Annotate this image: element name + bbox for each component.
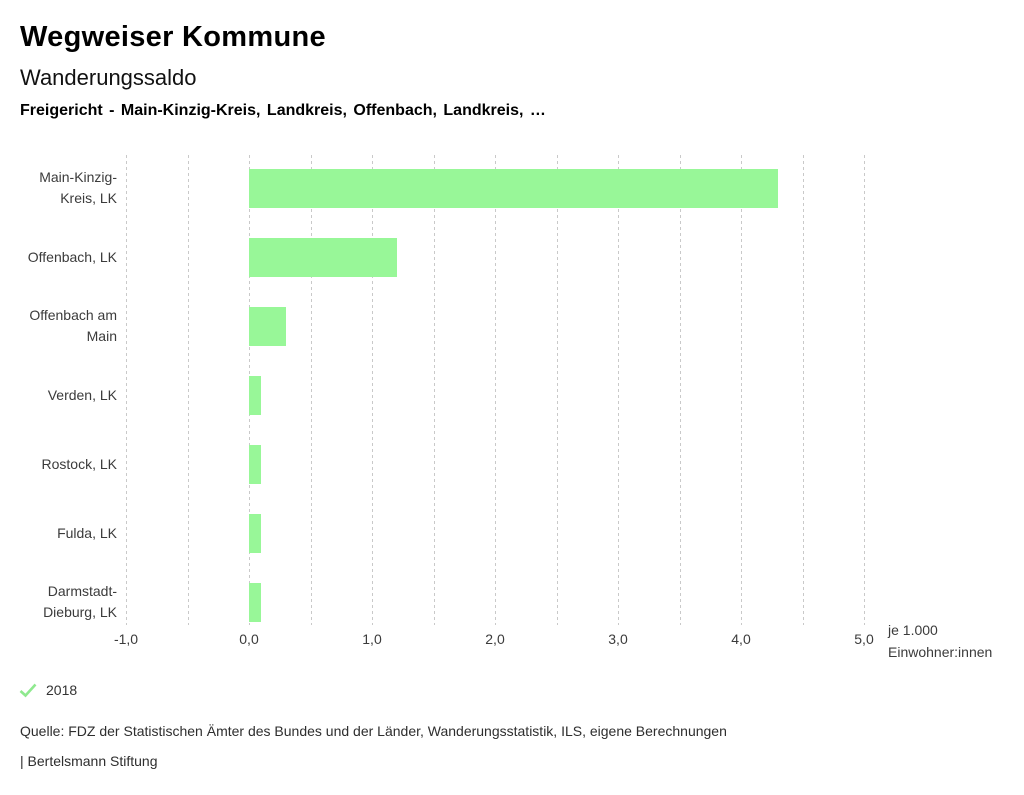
category-label-offenbach-am-main: Offenbach am Main xyxy=(29,305,117,347)
category-label-line: Dieburg, LK xyxy=(43,604,117,620)
legend-year-label: 2018 xyxy=(46,682,78,698)
gridline xyxy=(372,155,373,625)
legend-item-2018[interactable]: 2018 xyxy=(19,682,77,698)
gridline xyxy=(556,155,558,625)
x-tick-label-1: 1,0 xyxy=(362,631,382,647)
category-label-line: Offenbach am xyxy=(29,307,117,323)
gridline xyxy=(310,155,312,625)
bar-fulda-lk[interactable] xyxy=(249,513,262,553)
category-label-line: Verden, LK xyxy=(47,386,117,403)
x-tick-label-4: 4,0 xyxy=(731,631,751,647)
y-axis-category-labels: Main-Kinzig- Kreis, LK Offenbach, LK Offenb… xyxy=(0,155,117,625)
gridline xyxy=(741,155,742,625)
category-label-darmstadt-dieburg-lk: Darmstadt- Dieburg, LK xyxy=(43,581,117,623)
gridline xyxy=(679,155,681,625)
x-axis-unit-label: je 1.000 Einwohner:innen xyxy=(888,619,992,663)
branding-text: | Bertelsmann Stiftung xyxy=(20,753,158,769)
category-label-line: Rostock, LK xyxy=(41,455,117,472)
gridline xyxy=(187,155,189,625)
x-tick-label--1: -1,0 xyxy=(113,631,139,647)
bar-main-kinzig-kreis-lk[interactable] xyxy=(249,168,778,208)
bar-offenbach-am-main[interactable] xyxy=(249,306,286,346)
category-label-verden-lk: Verden, LK xyxy=(48,385,117,406)
app-title: Wegweiser Kommune xyxy=(20,21,326,53)
gridline xyxy=(802,155,804,625)
x-tick-label-5: 5,0 xyxy=(854,631,874,647)
bar-darmstadt-dieburg-lk[interactable] xyxy=(249,582,262,622)
x-tick-label-0: 0,0 xyxy=(239,631,259,647)
gridline xyxy=(495,155,496,625)
category-label-rostock-lk: Rostock, LK xyxy=(42,454,117,475)
category-label-fulda-lk: Fulda, LK xyxy=(57,523,117,544)
x-tick-label-3: 3,0 xyxy=(608,631,628,647)
x-axis-unit-line-2: Einwohner:innen xyxy=(888,644,993,660)
bar-offenbach-lk[interactable] xyxy=(249,237,397,277)
chart-subtitle: Freigericht - Main-Kinzig-Kreis, Landkre… xyxy=(20,102,546,119)
gridline xyxy=(864,155,865,625)
category-label-offenbach-lk: Offenbach, LK xyxy=(28,247,117,268)
source-text: Quelle: FDZ der Statistischen Ämter des … xyxy=(20,723,727,739)
category-label-line: Main-Kinzig- xyxy=(39,169,117,185)
category-label-line: Offenbach, LK xyxy=(27,248,117,265)
category-label-line: Main xyxy=(86,328,117,344)
x-axis-unit-line-1: je 1.000 xyxy=(888,622,938,638)
chart-title: Wanderungssaldo xyxy=(20,65,197,90)
category-label-line: Kreis, LK xyxy=(60,190,117,206)
gridline xyxy=(433,155,435,625)
category-label-main-kinzig-kreis-lk: Main-Kinzig- Kreis, LK xyxy=(39,167,117,209)
bar-verden-lk[interactable] xyxy=(249,375,262,415)
gridline xyxy=(126,155,127,625)
legend: 2018 xyxy=(19,682,77,698)
category-label-line: Darmstadt- xyxy=(47,583,117,599)
x-tick-label-2: 2,0 xyxy=(485,631,505,647)
category-label-line: Fulda, LK xyxy=(57,524,117,541)
bar-rostock-lk[interactable] xyxy=(249,444,262,484)
bar-chart-plot-area xyxy=(126,155,865,625)
gridline xyxy=(618,155,619,625)
checkmark-icon xyxy=(19,683,37,698)
x-axis-tick-labels: -1,0 0,0 1,0 2,0 3,0 4,0 5,0 xyxy=(0,631,1024,649)
